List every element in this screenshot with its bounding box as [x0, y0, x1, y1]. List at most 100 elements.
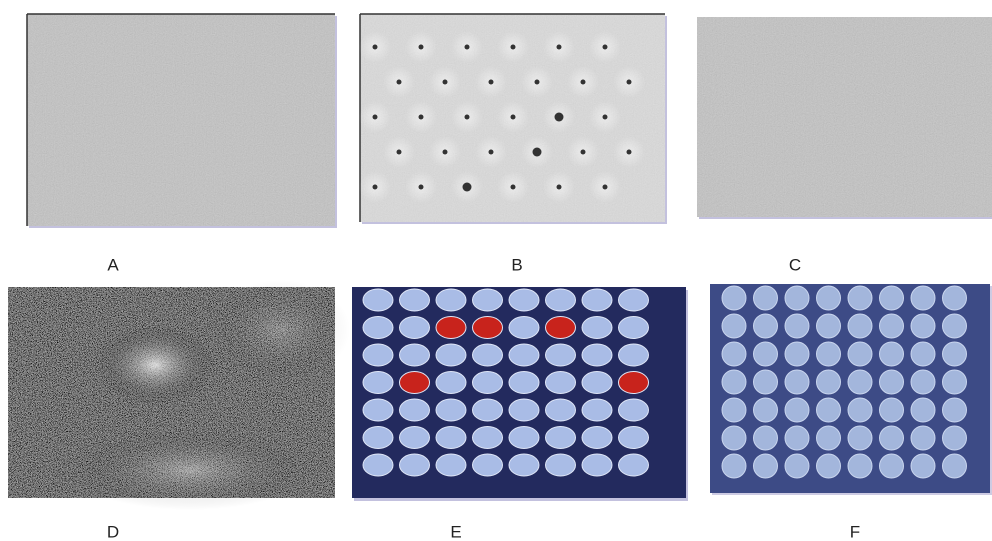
well [473, 317, 503, 339]
panel-label: E [450, 522, 461, 541]
spot [581, 150, 586, 155]
well [911, 398, 935, 422]
spot [463, 183, 472, 192]
well [722, 314, 746, 338]
well [363, 399, 393, 421]
well [754, 426, 778, 450]
well [619, 427, 649, 449]
well [880, 314, 904, 338]
spot [581, 80, 586, 85]
well [546, 399, 576, 421]
panel-label: C [789, 255, 801, 274]
panel-label: B [511, 255, 522, 274]
well [436, 399, 466, 421]
spot [603, 115, 608, 120]
well [436, 317, 466, 339]
well [619, 344, 649, 366]
well [722, 342, 746, 366]
well [509, 454, 539, 476]
spot [533, 148, 542, 157]
well [400, 427, 430, 449]
well [911, 370, 935, 394]
well [880, 342, 904, 366]
well [509, 372, 539, 394]
well [722, 370, 746, 394]
well [943, 314, 967, 338]
well [785, 314, 809, 338]
well [619, 399, 649, 421]
panel-c [697, 17, 992, 219]
spot [443, 80, 448, 85]
panel-f [710, 284, 992, 495]
panel-label: F [850, 522, 860, 541]
spot [465, 115, 470, 120]
spot [373, 115, 378, 120]
well [582, 344, 612, 366]
well [911, 314, 935, 338]
well [943, 342, 967, 366]
well [754, 314, 778, 338]
well [943, 454, 967, 478]
panel-label: D [107, 522, 119, 541]
spot [419, 185, 424, 190]
well [473, 344, 503, 366]
well [817, 426, 841, 450]
well [943, 286, 967, 310]
well [880, 286, 904, 310]
well [943, 370, 967, 394]
well [817, 314, 841, 338]
well [619, 454, 649, 476]
spot [555, 113, 564, 122]
well [880, 454, 904, 478]
well [473, 372, 503, 394]
well [848, 286, 872, 310]
well [848, 426, 872, 450]
panel-label: A [107, 255, 119, 274]
well [754, 370, 778, 394]
well [546, 372, 576, 394]
well [473, 399, 503, 421]
well [436, 289, 466, 311]
well [582, 427, 612, 449]
well [400, 454, 430, 476]
well [400, 372, 430, 394]
well [582, 289, 612, 311]
spot [489, 150, 494, 155]
well [848, 398, 872, 422]
spot [397, 150, 402, 155]
well [400, 399, 430, 421]
well [911, 454, 935, 478]
well [848, 342, 872, 366]
figure: A B C D E F [0, 0, 992, 541]
well [785, 398, 809, 422]
well [509, 289, 539, 311]
well [363, 454, 393, 476]
well [363, 317, 393, 339]
well [363, 344, 393, 366]
well [619, 317, 649, 339]
spot [511, 185, 516, 190]
well [582, 399, 612, 421]
well [817, 342, 841, 366]
well [473, 289, 503, 311]
well [754, 454, 778, 478]
panel-d [8, 280, 350, 510]
well [880, 370, 904, 394]
well [754, 398, 778, 422]
well [582, 372, 612, 394]
well [509, 344, 539, 366]
well [436, 372, 466, 394]
well [400, 344, 430, 366]
well [509, 427, 539, 449]
well [509, 399, 539, 421]
panel-b [359, 14, 667, 224]
well [817, 454, 841, 478]
well [619, 289, 649, 311]
well [546, 454, 576, 476]
spot [419, 45, 424, 50]
spot [535, 80, 540, 85]
panel-e [352, 287, 688, 501]
spot [603, 45, 608, 50]
well [817, 286, 841, 310]
well [880, 426, 904, 450]
